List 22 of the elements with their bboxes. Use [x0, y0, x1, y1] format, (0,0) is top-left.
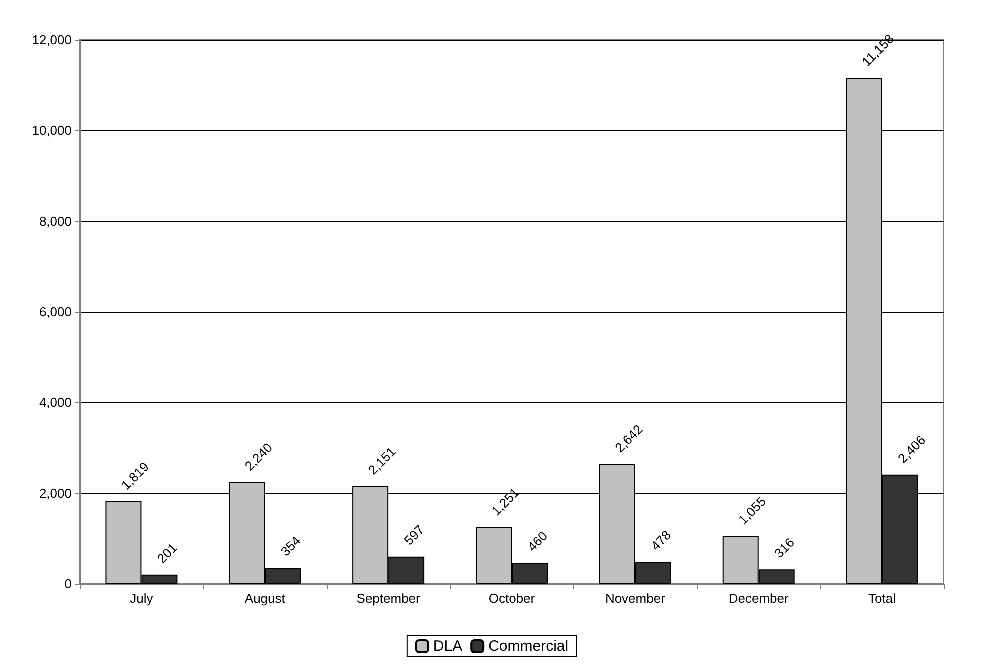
data-label: 354 — [278, 533, 304, 560]
y-tick-label: 8,000 — [39, 214, 72, 229]
y-tick-label: 4,000 — [39, 395, 72, 410]
x-tick-label: July — [130, 591, 154, 606]
x-tick-label: Total — [868, 591, 896, 606]
data-label: 316 — [772, 535, 798, 561]
x-tick-label: October — [488, 591, 536, 606]
x-tick-label: September — [356, 591, 422, 606]
y-tick-label: 2,000 — [39, 486, 72, 501]
x-tick-label: December — [728, 591, 790, 606]
data-label: 597 — [401, 522, 428, 548]
x-tick-label: August — [244, 591, 286, 606]
legend-label: Commercial — [488, 638, 569, 655]
y-tick-label: 0 — [64, 576, 72, 592]
y-tick-label: 10,000 — [32, 123, 72, 138]
data-label: 478 — [648, 528, 674, 554]
y-tick-label: 12,000 — [32, 32, 72, 48]
data-label: 460 — [524, 528, 551, 554]
y-tick-label: 6,000 — [39, 304, 72, 320]
data-label: 201 — [154, 540, 180, 566]
legend-label: DLA — [433, 638, 463, 655]
x-tick-label: November — [605, 591, 666, 606]
